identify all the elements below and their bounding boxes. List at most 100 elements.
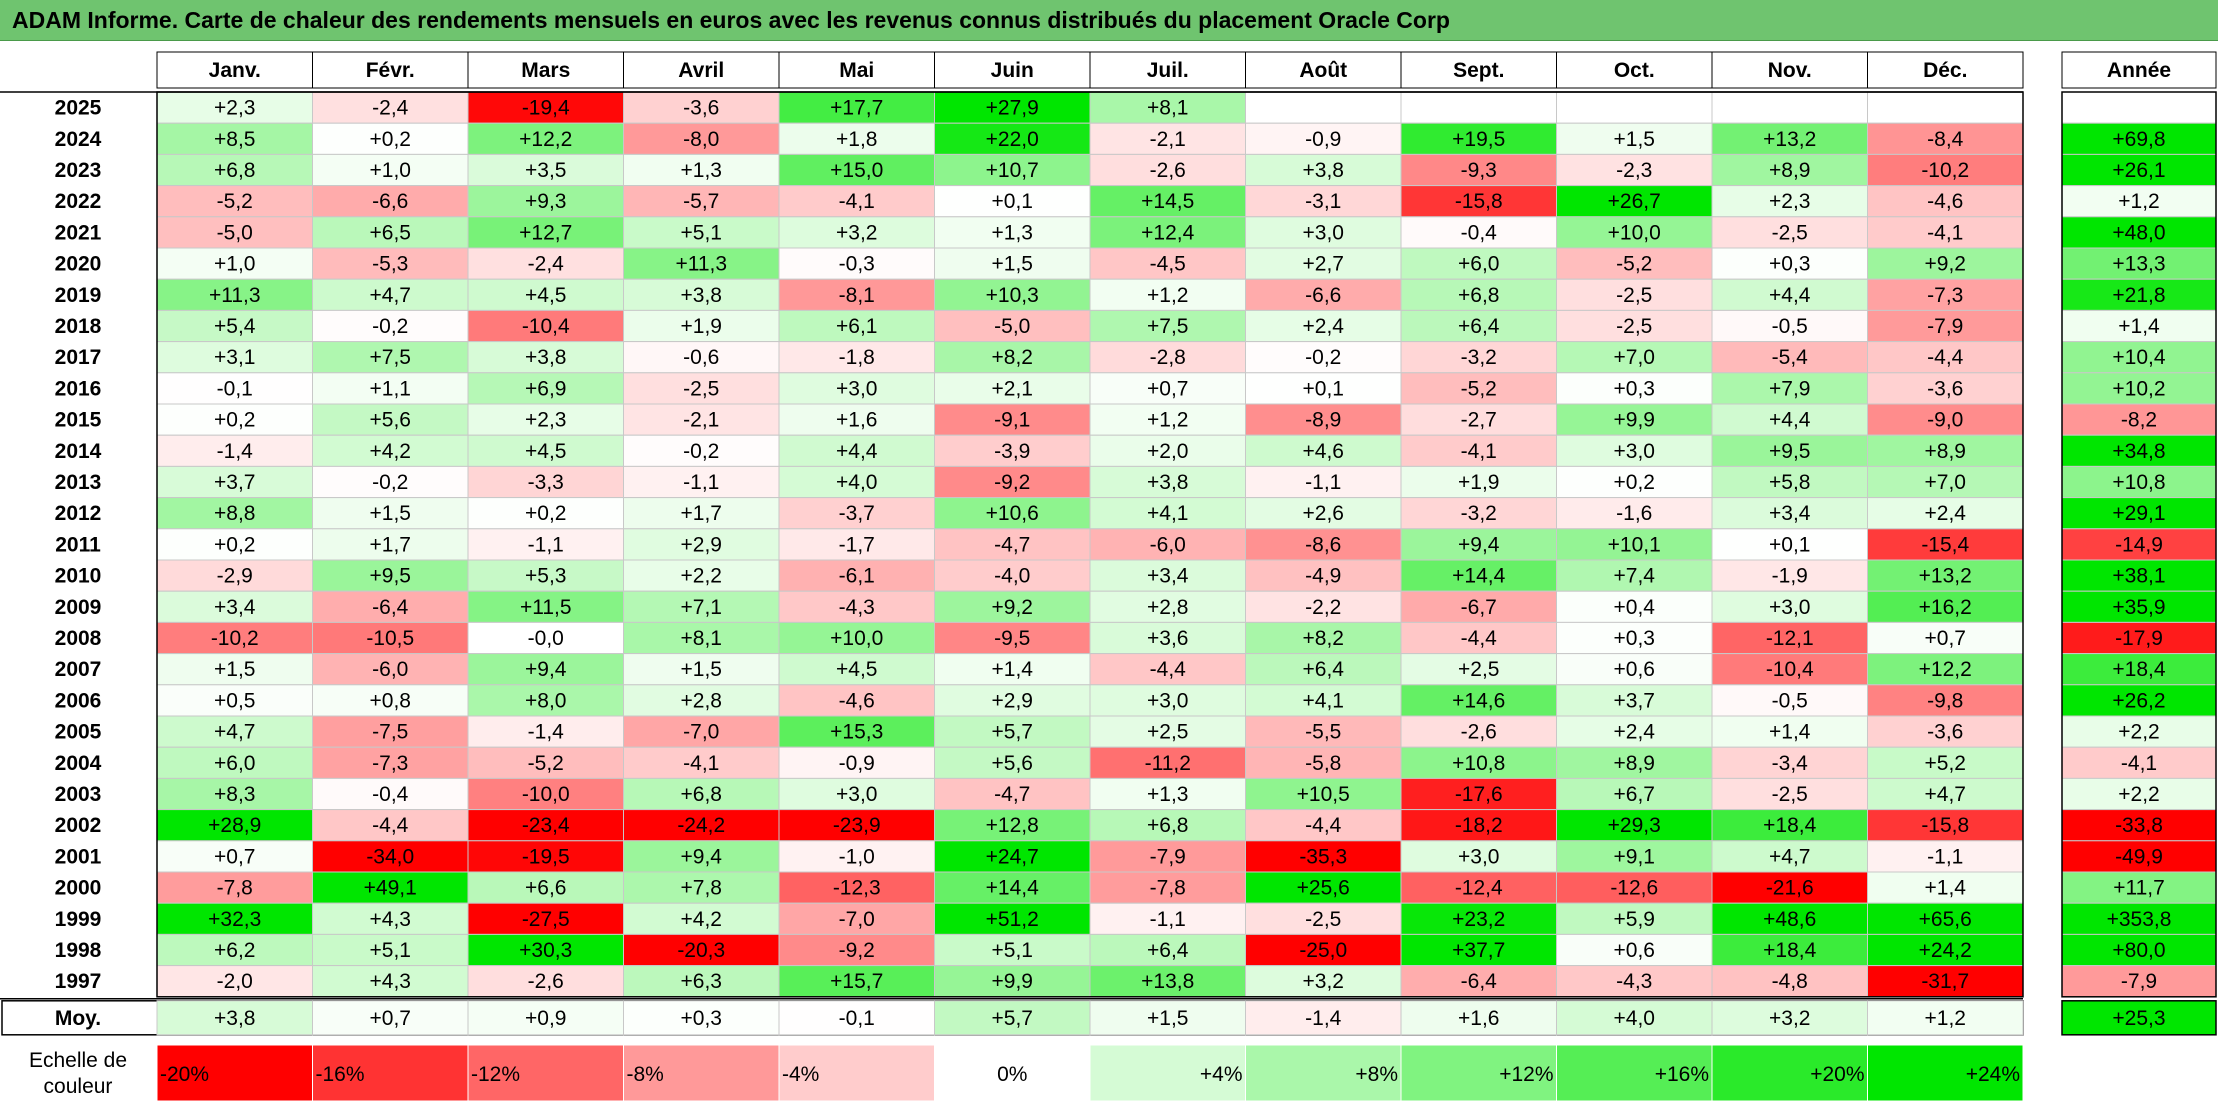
- heatmap-cell: [1556, 403, 1713, 436]
- cell-value: +0,7: [214, 845, 255, 868]
- cell-value: +1,5: [370, 502, 411, 525]
- heatmap-cell: [1400, 933, 1557, 967]
- cell-value: +4,6: [1303, 440, 1344, 463]
- heatmap-cell: [467, 902, 624, 935]
- heatmap-cell: [778, 777, 935, 811]
- cell-value: +3,2: [1303, 970, 1344, 993]
- cell-value: +16,2: [1919, 596, 1972, 619]
- cell-value: +2,5: [1458, 658, 1499, 681]
- cell-value: -5,8: [1305, 752, 1341, 775]
- heatmap-cell: [778, 933, 935, 967]
- heatmap-cell: [312, 434, 469, 467]
- cell-value: -0,4: [372, 783, 409, 806]
- row-year-label: 2013: [55, 471, 102, 494]
- heatmap-cell: [1400, 902, 1557, 935]
- cell-value: -5,0: [217, 221, 253, 244]
- cell-value: +7,9: [1769, 377, 1810, 400]
- cell-value: +0,5: [214, 689, 255, 712]
- annual-value: +11,7: [2113, 877, 2165, 900]
- heatmap-cell: [778, 247, 935, 280]
- heatmap-cell: [1245, 216, 1402, 249]
- cell-value: +24,2: [1919, 939, 1972, 962]
- color-scale-value: -20%: [160, 1063, 209, 1086]
- heatmap-cell: [623, 559, 780, 592]
- cell-value: +4,5: [836, 658, 877, 681]
- annual-value: -33,8: [2115, 814, 2163, 837]
- color-scale-value: +20%: [1810, 1063, 1864, 1086]
- heatmap-cell: [934, 715, 1091, 748]
- month-header-cell: [467, 51, 624, 89]
- cell-value: +1,5: [214, 658, 255, 681]
- heatmap-cell: [1711, 684, 1868, 717]
- heatmap-cell: [156, 185, 313, 218]
- cell-value: +3,5: [525, 159, 566, 182]
- heatmap-cell: [1711, 465, 1868, 499]
- cell-value: +0,6: [1614, 939, 1655, 962]
- cell-value: +30,3: [519, 939, 572, 962]
- cell-value: +6,0: [1458, 253, 1499, 276]
- cell-value: +8,0: [525, 689, 566, 712]
- annual-value: +80,0: [2112, 939, 2165, 962]
- heatmap-cell: [1400, 497, 1557, 530]
- cell-value: +2,2: [681, 565, 722, 588]
- heatmap-cell: [312, 777, 469, 811]
- row-year-label: 2007: [55, 658, 102, 681]
- cell-value: -2,5: [1772, 783, 1808, 806]
- cell-value: -2,2: [1305, 596, 1341, 619]
- month-header-cell: [156, 51, 313, 89]
- cell-value: -3,9: [994, 440, 1030, 463]
- cell-value: +8,9: [1925, 440, 1966, 463]
- heatmap-cell: [778, 965, 935, 998]
- annual-value: -7,9: [2121, 970, 2157, 993]
- heatmap-cell: [1400, 278, 1557, 311]
- cell-value: -0,2: [372, 471, 408, 494]
- heatmap-cell: [1556, 91, 1713, 124]
- cell-value: +3,7: [214, 471, 255, 494]
- average-value: +3,2: [1769, 1007, 1810, 1030]
- heatmap-cell: [467, 434, 624, 467]
- cell-value: +13,8: [1141, 970, 1194, 993]
- average-value: +5,7: [992, 1007, 1033, 1030]
- cell-value: -17,6: [1455, 783, 1503, 806]
- heatmap-cell: [467, 715, 624, 748]
- cell-value: +8,1: [681, 627, 722, 650]
- heatmap-cell: [1400, 653, 1557, 686]
- cell-value: +10,6: [986, 502, 1039, 525]
- heatmap-cell: [467, 497, 624, 530]
- heatmap-cell: [1245, 372, 1402, 405]
- cell-value: -5,2: [1616, 253, 1652, 276]
- annual-value: +69,8: [2112, 128, 2165, 151]
- heatmap-cell: [778, 216, 935, 249]
- row-year-label: 2014: [55, 440, 102, 463]
- cell-value: +3,0: [1147, 689, 1188, 712]
- cell-value: +3,4: [214, 596, 256, 619]
- cell-value: -0,2: [683, 440, 719, 463]
- month-header: Sept.: [1453, 59, 1504, 82]
- row-year-label: 2015: [55, 409, 102, 432]
- cell-value: +4,0: [836, 471, 877, 494]
- row-year-label: 1997: [55, 970, 102, 993]
- heatmap-cell: [1400, 809, 1557, 842]
- annual-cell: [2061, 497, 2217, 530]
- heatmap-cell: [1400, 185, 1557, 218]
- heatmap-cell: [1089, 653, 1246, 686]
- annual-value: +1,4: [2118, 315, 2160, 338]
- cell-value: -2,3: [1616, 159, 1652, 182]
- annual-value: +353,8: [2107, 908, 2172, 931]
- heatmap-cell: [1245, 777, 1402, 811]
- cell-value: -20,3: [677, 939, 725, 962]
- cell-value: -2,5: [1616, 284, 1652, 307]
- cell-value: +5,2: [1925, 752, 1966, 775]
- cell-value: +15,7: [830, 970, 883, 993]
- cell-value: +0,7: [1925, 627, 1966, 650]
- heatmap-cell: [312, 653, 469, 686]
- cell-value: -0,1: [217, 377, 253, 400]
- heatmap-cell: [778, 684, 935, 717]
- heatmap-cell: [1400, 309, 1557, 343]
- cell-value: +2,9: [992, 689, 1033, 712]
- row-year-label: 2001: [55, 845, 102, 868]
- cell-value: +0,1: [1303, 377, 1344, 400]
- color-scale-value: +24%: [1966, 1063, 2020, 1086]
- cell-value: -10,2: [211, 627, 259, 650]
